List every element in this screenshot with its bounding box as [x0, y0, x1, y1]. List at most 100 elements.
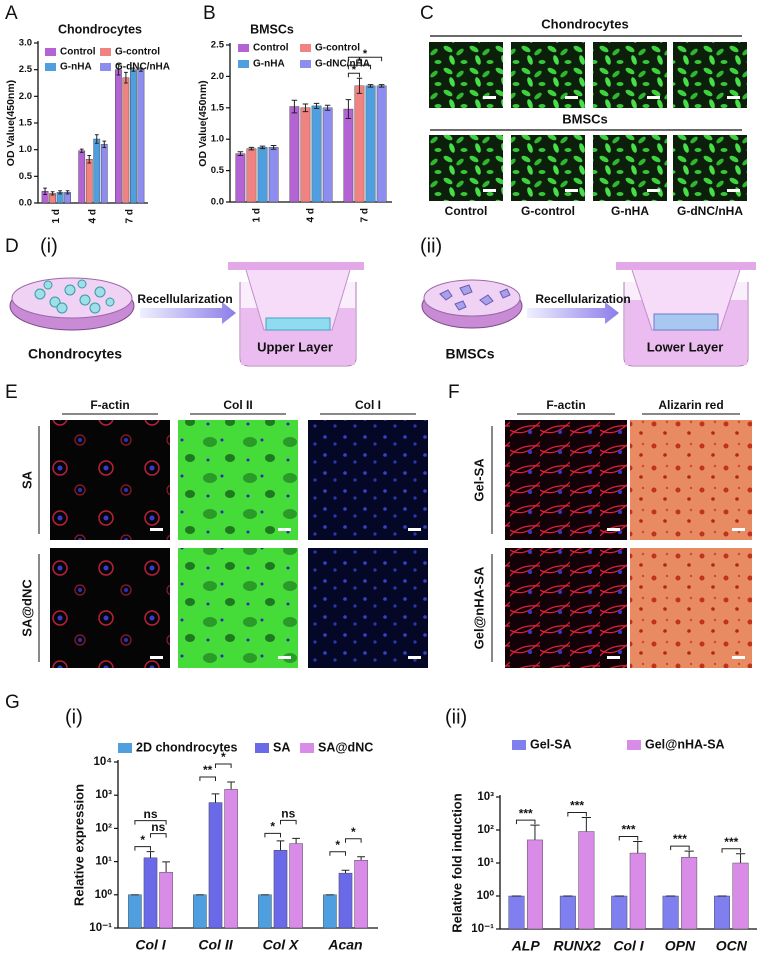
- error-bar: [65, 190, 70, 195]
- micrograph: [308, 420, 428, 540]
- significance-bracket: [347, 56, 383, 62]
- panel-label: (ii): [445, 706, 467, 728]
- micrograph: [505, 420, 627, 540]
- x-tick-label: Col I: [135, 937, 166, 953]
- insert-rim: [616, 262, 756, 270]
- bar: [85, 159, 93, 204]
- error-bar: [162, 861, 170, 873]
- bar: [681, 856, 698, 930]
- cell: [34, 288, 46, 300]
- legend-swatch: [300, 743, 314, 753]
- arrow-label: Recellularization: [137, 292, 232, 306]
- error-bar: [292, 837, 300, 844]
- x-tick-label: 4 d: [88, 209, 99, 223]
- micrograph: [178, 548, 298, 668]
- y-tick-label: 10²: [95, 822, 112, 834]
- scale-bar: [607, 528, 620, 531]
- micrograph: [50, 548, 170, 668]
- bar: [508, 895, 525, 930]
- panel-label: A: [5, 3, 18, 24]
- row-label: Gel-SA: [471, 458, 486, 502]
- y-axis-label: OD Value(450nm): [5, 80, 17, 166]
- significance-label: ***: [673, 832, 687, 846]
- bar: [93, 138, 101, 204]
- significance-label: *: [352, 64, 357, 76]
- legend-label: G-nHA: [60, 62, 92, 73]
- significance-bracket: [134, 820, 167, 825]
- significance-bracket: [345, 838, 362, 843]
- error-bar: [237, 151, 244, 157]
- y-tick-label: 10³: [477, 791, 494, 803]
- panel-label: C: [420, 3, 434, 24]
- x-tick-label: Col X: [263, 937, 300, 953]
- legend-swatch: [238, 44, 249, 52]
- error-bar: [79, 148, 84, 153]
- shape: [454, 300, 467, 311]
- x-tick-label: ALP: [511, 938, 541, 954]
- significance-label: *: [270, 820, 275, 834]
- panel-tag: (i): [40, 235, 58, 257]
- x-tick-label: Acan: [327, 937, 362, 953]
- row-label: Gel@nHA-SA: [471, 566, 486, 649]
- significance-bracket: [567, 811, 587, 817]
- legend-label: G-nHA: [253, 59, 285, 70]
- scale-bar: [278, 656, 291, 659]
- bar: [137, 69, 145, 204]
- significance-label: ***: [570, 799, 584, 813]
- bar: [235, 153, 246, 203]
- scale-bar: [565, 189, 578, 192]
- bar: [289, 106, 300, 203]
- y-tick-label: 10¹: [477, 857, 494, 869]
- significance-label: ***: [621, 823, 635, 837]
- bar: [365, 85, 376, 203]
- cell: [105, 297, 115, 307]
- y-tick-label: 10²: [477, 824, 494, 836]
- error-bar: [581, 816, 591, 832]
- error-bar: [633, 840, 643, 854]
- bar: [246, 148, 257, 203]
- error-bar: [324, 104, 331, 111]
- scale-bar: [483, 189, 496, 192]
- significance-label: *: [221, 750, 226, 764]
- micrograph: [178, 420, 298, 540]
- significance-bracket: [150, 833, 167, 838]
- y-tick-label: 2.0: [19, 91, 32, 102]
- legend-swatch: [118, 743, 132, 753]
- bar: [143, 857, 158, 929]
- bar: [714, 895, 731, 930]
- error-bar: [684, 850, 694, 858]
- bar: [323, 894, 337, 929]
- arrow-label: Recellularization: [535, 292, 630, 306]
- bar: [338, 872, 353, 929]
- scale-bar: [732, 656, 745, 659]
- bar: [122, 77, 130, 204]
- shape: [479, 294, 494, 306]
- scale-bar: [727, 189, 740, 192]
- error-bar: [94, 134, 99, 144]
- panel-label: E: [5, 382, 18, 403]
- bar: [354, 85, 365, 203]
- cell: [77, 279, 87, 289]
- error-bar: [248, 146, 255, 151]
- y-axis-label: OD Value(450nm): [197, 80, 209, 166]
- x-tick-label: OPN: [665, 938, 696, 954]
- legend-swatch: [238, 60, 249, 68]
- significance-bracket: [215, 763, 232, 768]
- legend-label: G-control: [115, 47, 160, 58]
- bar: [159, 871, 173, 929]
- error-bar: [345, 99, 352, 119]
- significance-bracket: [199, 776, 216, 781]
- scale-bar: [565, 96, 578, 99]
- error-bar: [341, 869, 350, 874]
- bar: [193, 894, 207, 929]
- bar: [662, 895, 679, 930]
- bar: [100, 144, 108, 204]
- cell: [49, 296, 61, 308]
- micrograph: [630, 420, 752, 540]
- y-tick-label: 2.5: [19, 64, 33, 75]
- error-bar: [357, 856, 365, 861]
- legend-swatch: [100, 48, 111, 56]
- significance-label: ***: [519, 806, 533, 820]
- panel-d-drawing: [9, 262, 756, 367]
- error-bar: [302, 103, 309, 113]
